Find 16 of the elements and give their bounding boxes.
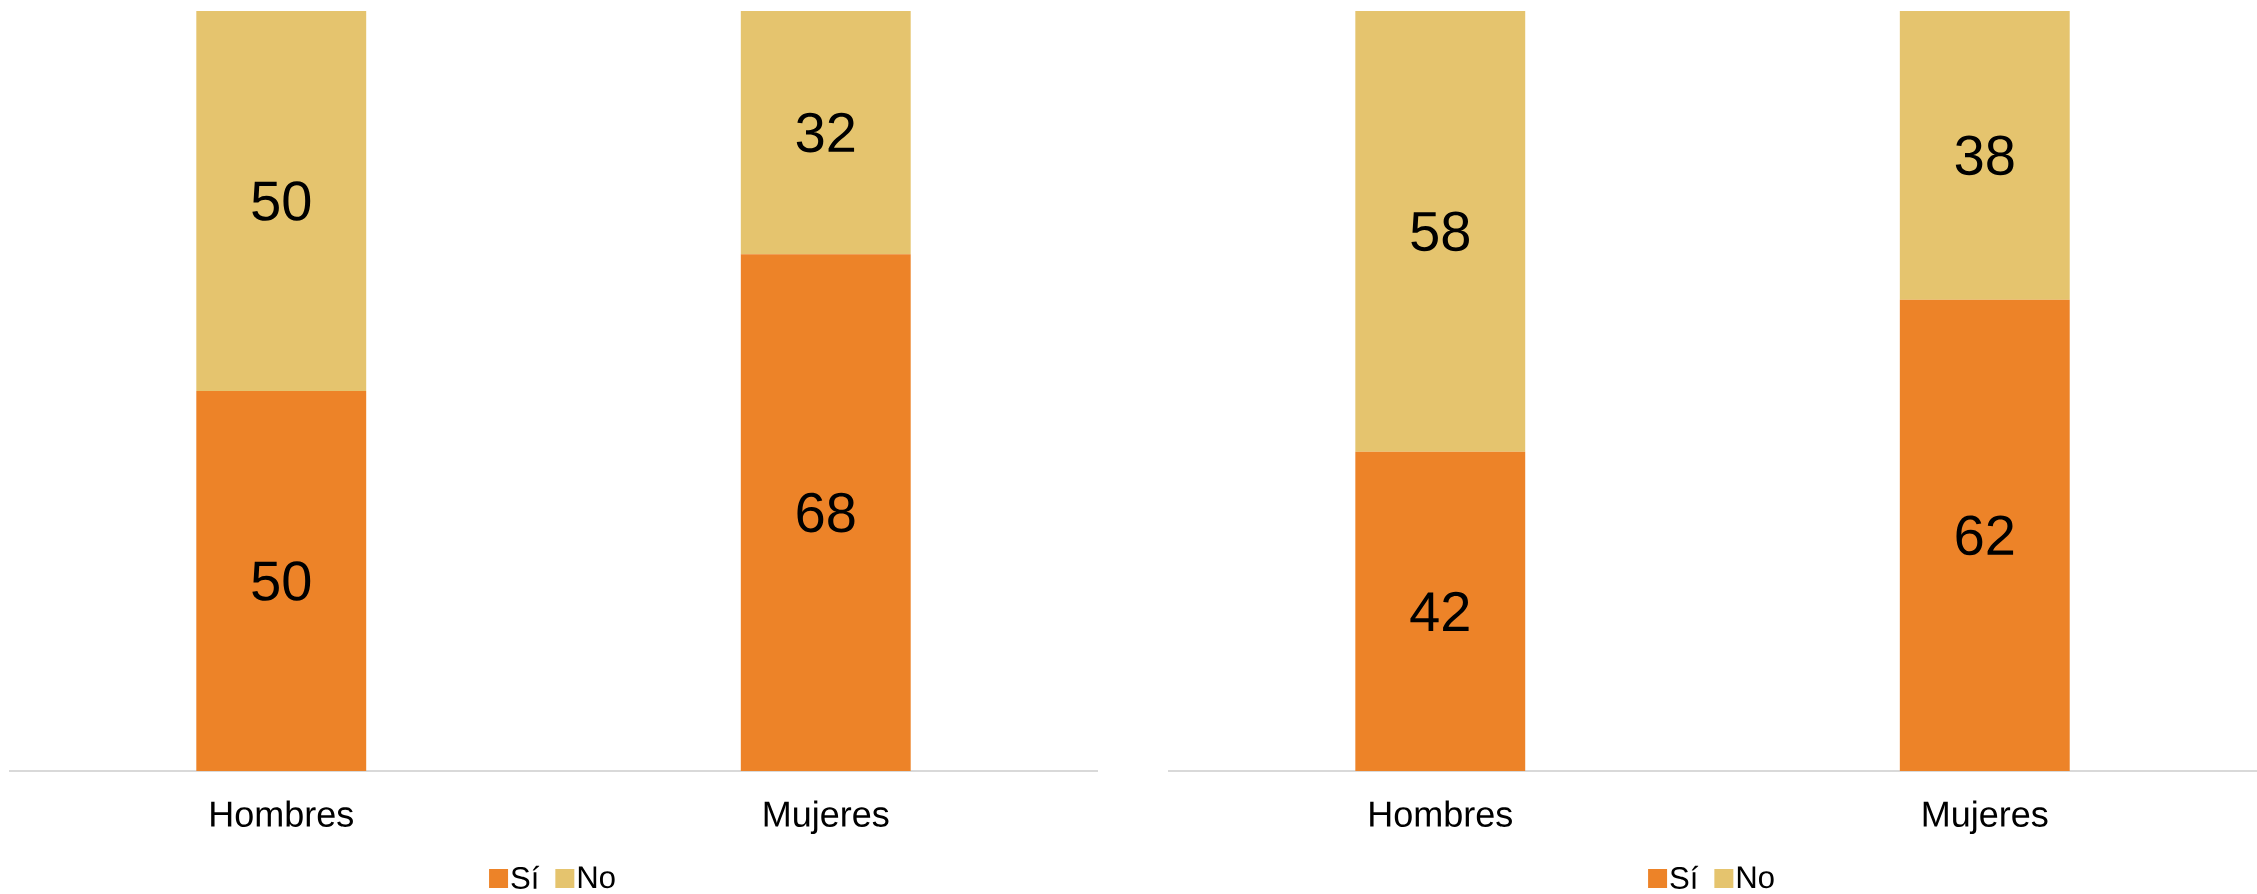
x-tick-label: Mujeres — [764, 800, 889, 835]
x-tick-label: Hombres — [1370, 800, 1512, 827]
data-label: 62 — [1956, 515, 2014, 556]
legend-label: Sí — [1670, 865, 1699, 889]
data-label: 68 — [797, 492, 855, 533]
data-label: 38 — [1955, 135, 2014, 176]
data-label: 50 — [252, 561, 311, 601]
legend-label: Sí — [511, 865, 540, 889]
data-label: 42 — [1410, 591, 1469, 631]
data-label: 50 — [252, 181, 311, 221]
x-tick-label: Mujeres — [1923, 800, 2048, 835]
legend-label: No — [1737, 866, 1774, 889]
data-label: 58 — [1411, 211, 1469, 252]
data-label: 32 — [796, 112, 855, 153]
x-tick-label: Hombres — [211, 800, 353, 827]
legend-label: No — [578, 866, 615, 889]
